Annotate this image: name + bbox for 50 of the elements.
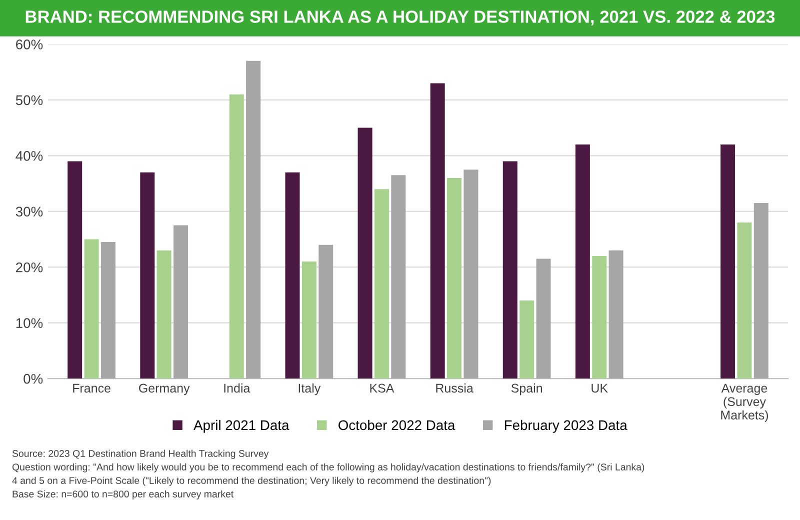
bar	[156, 250, 172, 379]
bar	[720, 144, 736, 379]
bar	[140, 172, 155, 379]
bar	[285, 172, 300, 379]
bar	[174, 225, 188, 379]
bar	[502, 161, 518, 379]
bar	[374, 189, 389, 379]
bar	[464, 170, 478, 379]
x-tick-label: Spain	[511, 383, 542, 396]
x-tick-label: Germany	[139, 384, 190, 396]
y-tick-label: 50%	[16, 95, 43, 106]
x-tick-label: Average (Survey Markets)	[721, 384, 768, 422]
source-note: Source: 2023 Q1 Destination Brand Health Tracking Survey	[12, 450, 269, 459]
y-tick-label: 20%	[16, 262, 43, 272]
bar	[430, 83, 445, 379]
x-tick-label: UK	[592, 384, 608, 393]
y-tick-label: 0%	[24, 374, 43, 384]
text: Base Size: n=600 to n=800 per each survey market	[12, 490, 234, 500]
bar	[246, 60, 261, 379]
x-tick-label: Russia	[436, 383, 474, 393]
y-tick-label: 40%	[16, 150, 43, 161]
bar	[575, 144, 590, 379]
y-tick-label: 10%	[16, 318, 43, 328]
bar	[520, 300, 534, 379]
bar	[358, 128, 372, 379]
x-tick-label: KSA	[370, 384, 394, 393]
bar	[68, 161, 82, 379]
bar	[302, 262, 316, 379]
chart-title: BRAND: RECOMMENDING SRI LANKA AS A HOLIDAY DESTINATION, 2021 VS. 2022 & 2023	[26, 10, 775, 26]
bar	[447, 178, 462, 379]
bar	[229, 94, 244, 379]
bar	[737, 222, 752, 379]
text: 4 and 5 on a Five-Point Scale ("Likely to recommend the destination; Very likely to recommend the destination")	[12, 476, 491, 486]
bar	[318, 244, 334, 379]
x-tick-label: Italy	[298, 383, 321, 396]
x-tick-label: India	[224, 383, 250, 393]
bar	[391, 175, 406, 379]
bar	[84, 239, 99, 379]
x-tick-label: France	[73, 384, 110, 393]
bar	[754, 203, 768, 379]
legend-label: April 2021 Data	[194, 420, 290, 433]
bar	[592, 256, 607, 379]
bar	[608, 250, 624, 379]
bar	[100, 242, 116, 379]
legend-label: February 2023 Data	[504, 420, 628, 433]
y-tick-label: 60%	[16, 40, 43, 50]
text: Question wording: "And how likely would you be to recommend each of the following as holiday/vacation destinations to friends/family?" (Sri Lanka)	[12, 463, 644, 472]
bar	[536, 258, 551, 379]
y-tick-label: 30%	[16, 206, 43, 217]
legend-label: October 2022 Data	[338, 420, 456, 430]
